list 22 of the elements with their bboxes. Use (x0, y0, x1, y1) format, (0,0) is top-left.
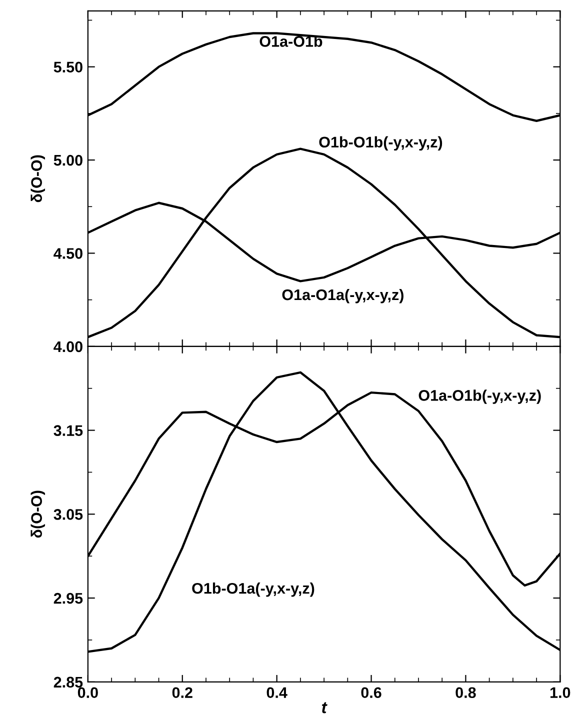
y-tick-label: 2.85 (54, 676, 83, 688)
y-axis-title: δ(O-O) (30, 155, 46, 202)
series-label: O1b-O1b(-y,x-y,z) (319, 136, 442, 151)
y-tick-label: 3.05 (54, 509, 83, 520)
y-tick-label: 5.00 (54, 154, 82, 166)
y-axis-title: δ(O-O) (30, 490, 46, 538)
y-tick-label: 5.50 (54, 62, 82, 73)
legend-label: O1a-O1b(-y,x-y,z) (418, 390, 541, 404)
x-tick-label: 0.6 (361, 687, 382, 698)
y-tick-label: 4.00 (54, 341, 82, 352)
x-tick-label: 0.8 (456, 687, 476, 698)
legend-label: O1a-O1b (260, 36, 322, 47)
series-label: O1a-O1a(-y,x-y,z) (282, 288, 404, 304)
y-tick-label: 4.50 (54, 248, 82, 259)
y-tick-label: 2.95 (54, 592, 83, 604)
x-tick-label: 1.0 (550, 687, 570, 698)
x-axis-title: t (322, 702, 328, 714)
x-tick-label: 0.4 (266, 687, 288, 698)
series-label: O1b-O1a(-y,x-y,z) (192, 582, 314, 597)
y-tick-label: 3.15 (54, 425, 83, 436)
x-tick-label: 0.0 (78, 687, 98, 698)
x-tick-label: 0.2 (172, 687, 192, 698)
